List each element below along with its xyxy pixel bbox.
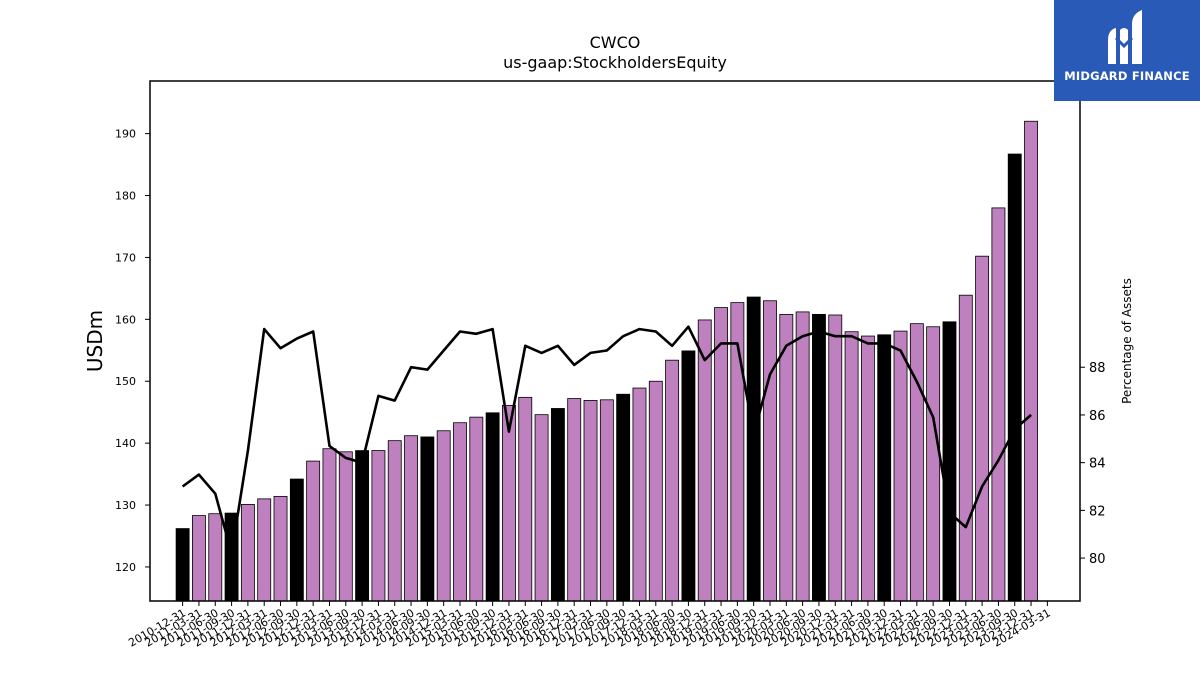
- bar: [616, 393, 631, 602]
- y2-tick-label: 86: [1089, 409, 1106, 424]
- y2-tick-label: 88: [1089, 361, 1106, 376]
- bar: [289, 478, 304, 602]
- bar: [877, 334, 892, 602]
- y-tick-label: 170: [115, 251, 136, 264]
- bar: [632, 387, 647, 602]
- y2-axis-label: Percentage of Assets: [1120, 278, 1134, 404]
- bar: [240, 504, 255, 602]
- bar: [909, 323, 924, 602]
- bar: [746, 296, 761, 602]
- bar: [583, 400, 598, 602]
- bar: [567, 398, 582, 602]
- y2-tick-label: 82: [1089, 504, 1106, 519]
- brand-mark-icon: [1108, 10, 1142, 64]
- bar: [844, 331, 859, 602]
- y-tick-label: 130: [115, 499, 136, 512]
- bar: [812, 313, 826, 602]
- bar: [648, 380, 663, 602]
- bar: [404, 435, 418, 602]
- bar: [926, 326, 941, 602]
- y-tick-label: 160: [115, 313, 136, 326]
- chart-title: CWCO: [590, 33, 641, 52]
- bar: [534, 414, 549, 602]
- bar-series: [175, 120, 1038, 602]
- bar: [697, 319, 712, 602]
- bar: [779, 313, 794, 602]
- bar: [257, 498, 272, 602]
- bar: [550, 408, 565, 602]
- bar: [681, 350, 696, 602]
- bar: [306, 460, 321, 602]
- bar: [860, 335, 875, 602]
- bar: [893, 330, 908, 602]
- bar: [1007, 153, 1022, 602]
- bar: [502, 404, 516, 602]
- y-tick-label: 140: [115, 437, 136, 450]
- bar: [958, 294, 973, 602]
- axes: 12013014015016017018019080828486882010-1…: [115, 128, 1106, 650]
- bar: [192, 515, 206, 602]
- bar: [453, 422, 467, 602]
- bar: [518, 396, 533, 602]
- line-series: [181, 325, 1032, 555]
- bar: [338, 451, 353, 602]
- y-tick-label: 190: [115, 128, 136, 141]
- plot-frame: [149, 80, 1081, 602]
- brand-logo: MIDGARD FINANCE: [1054, 0, 1200, 101]
- bar: [991, 207, 1006, 602]
- brand-name: MIDGARD FINANCE: [1064, 69, 1190, 83]
- bar: [355, 450, 370, 602]
- bar: [828, 314, 843, 602]
- line-path: [181, 325, 1032, 555]
- bar: [714, 307, 728, 602]
- bar: [469, 416, 484, 602]
- bar: [420, 436, 435, 602]
- bar: [763, 300, 777, 602]
- bar: [371, 450, 386, 602]
- bar: [942, 321, 957, 602]
- chart-subtitle: us-gaap:StockholdersEquity: [503, 53, 727, 72]
- bar: [273, 495, 288, 602]
- y-axis-label: USDm: [83, 310, 107, 372]
- bar: [975, 255, 990, 602]
- bar: [599, 399, 614, 602]
- bar: [1024, 120, 1038, 602]
- bar: [387, 440, 402, 602]
- y2-tick-label: 80: [1089, 552, 1106, 567]
- bar: [322, 448, 337, 602]
- y-tick-label: 120: [115, 561, 136, 574]
- bar: [208, 513, 223, 602]
- bar: [665, 359, 680, 602]
- y-tick-label: 180: [115, 190, 136, 203]
- bar: [795, 311, 810, 602]
- y2-tick-label: 84: [1089, 457, 1106, 472]
- bar: [485, 412, 500, 602]
- bar: [436, 430, 451, 602]
- bar: [175, 528, 190, 602]
- y-tick-label: 150: [115, 375, 136, 388]
